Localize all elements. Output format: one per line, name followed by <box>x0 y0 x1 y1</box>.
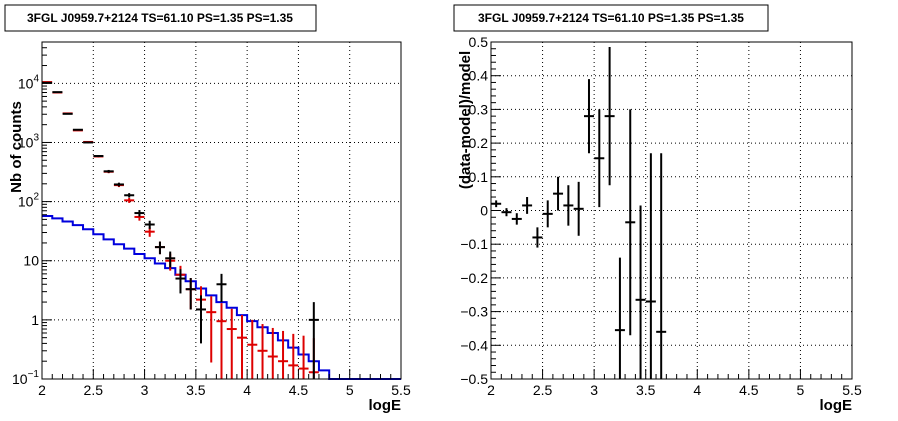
right-x-tick-label: 4 <box>693 382 701 398</box>
right-title-box <box>453 4 769 32</box>
left-red-point <box>144 227 155 237</box>
left-red-point <box>247 319 258 379</box>
left-x-tick-label: 5.5 <box>391 382 411 398</box>
right-axis-ticks <box>490 41 853 380</box>
right-y-tick-label: 0.4 <box>469 68 489 84</box>
right-black-point <box>583 79 594 154</box>
left-black-point <box>103 169 114 173</box>
right-y-tick-label: 0.3 <box>469 101 489 117</box>
right-x-tick-label: 3.5 <box>636 382 656 398</box>
right-y-tick-label: 0.1 <box>469 169 489 185</box>
right-x-tick-label: 3 <box>590 382 598 398</box>
left-red-point <box>216 303 227 379</box>
right-black-point <box>542 200 553 228</box>
left-black-point <box>52 91 63 94</box>
left-red-point <box>257 324 268 379</box>
left-title-box <box>4 4 317 32</box>
left-black-point <box>144 220 155 229</box>
left-y-tick-label: 10−1 <box>12 369 39 387</box>
right-black-point <box>604 47 615 186</box>
left-x-tick-label: 3.5 <box>186 382 206 398</box>
right-x-tick-label: 4.5 <box>739 382 759 398</box>
right-y-tick-labels: −0.5 −0.4 −0.3 −0.2 −0.1 0 0.1 0.2 0.3 0.4 0.5 <box>460 34 488 387</box>
right-black-point <box>511 213 522 225</box>
left-panel: 2 2.5 3 3.5 4 4.5 5 5.5 10−1 1 10 102 103 104 logE N… <box>4 4 411 414</box>
left-x-tick-label: 5 <box>346 382 354 398</box>
right-black-point <box>614 257 625 379</box>
left-y-axis-label: Nb of counts <box>8 101 25 193</box>
right-y-tick-label: −0.2 <box>460 270 488 286</box>
right-black-point <box>656 153 667 379</box>
left-black-point <box>62 112 73 115</box>
left-black-point <box>124 193 135 198</box>
left-y-tick-label: 102 <box>18 192 40 210</box>
left-black-point <box>195 295 206 344</box>
right-x-axis-label: logE <box>820 397 853 414</box>
left-black-point <box>72 128 83 131</box>
right-y-tick-label: 0 <box>480 203 488 219</box>
left-x-tick-label: 2 <box>38 382 46 398</box>
left-x-axis-label: logE <box>369 397 402 414</box>
right-x-tick-labels: 2 2.5 3 3.5 4 4.5 5 5.5 <box>487 382 862 398</box>
right-black-point <box>563 185 574 226</box>
right-black-point <box>594 109 605 208</box>
left-red-point <box>278 330 289 379</box>
left-red-point <box>298 335 309 379</box>
left-red-point <box>288 333 299 379</box>
right-x-tick-label: 5 <box>797 382 805 398</box>
left-x-tick-label: 4 <box>243 382 251 398</box>
left-black-point <box>113 182 124 187</box>
right-black-point <box>573 181 584 236</box>
left-x-tick-label: 4.5 <box>289 382 309 398</box>
left-black-point <box>308 302 319 379</box>
right-black-point <box>635 205 646 379</box>
right-x-tick-label: 2 <box>487 382 495 398</box>
right-x-tick-label: 5.5 <box>842 382 862 398</box>
right-black-series <box>491 47 667 379</box>
left-grid <box>42 42 401 379</box>
right-y-tick-label: −0.1 <box>460 236 488 252</box>
right-black-point <box>501 208 512 217</box>
left-red-point <box>237 314 248 379</box>
left-red-point <box>226 308 237 379</box>
left-x-tick-label: 3 <box>141 382 149 398</box>
left-y-tick-label: 10 <box>23 253 39 269</box>
right-black-point <box>553 176 564 211</box>
left-black-point <box>83 141 94 144</box>
left-red-point <box>124 198 135 203</box>
left-black-series <box>42 81 319 379</box>
left-black-point <box>93 154 104 158</box>
left-black-point <box>185 278 196 310</box>
right-x-tick-label: 2.5 <box>533 382 553 398</box>
right-y-tick-label: 0.2 <box>469 135 489 151</box>
right-y-axis-label: (data-model)/model <box>457 51 474 189</box>
right-panel: 2 2.5 3 3.5 4 4.5 5 5.5 −0.5 −0.4 −0.3 −0.2 −0.1 0 0.… <box>453 4 862 414</box>
left-x-tick-labels: 2 2.5 3 3.5 4 4.5 5 5.5 <box>38 382 411 398</box>
right-y-tick-label: −0.3 <box>460 304 488 320</box>
left-y-tick-label: 103 <box>18 132 40 150</box>
right-black-point <box>625 109 636 336</box>
left-black-point <box>154 241 165 255</box>
left-red-point <box>267 327 278 379</box>
left-black-point <box>134 210 145 217</box>
right-black-point <box>645 153 656 379</box>
left-black-point <box>175 269 186 294</box>
right-grid <box>491 42 852 379</box>
left-red-point <box>206 296 217 363</box>
left-x-tick-label: 2.5 <box>84 382 104 398</box>
right-black-point <box>532 227 543 248</box>
right-y-tick-label: −0.5 <box>460 371 488 387</box>
right-chart-title: 3FGL J0959.7+2124 TS=61.10 PS=1.35 PS=1.… <box>478 11 744 25</box>
left-axis-ticks <box>41 41 402 380</box>
left-black-point <box>165 251 176 268</box>
left-black-point <box>216 273 227 303</box>
right-black-point <box>522 197 533 214</box>
right-y-tick-label: −0.4 <box>460 337 488 353</box>
left-chart-title: 3FGL J0959.7+2124 TS=61.10 PS=1.35 PS=1.… <box>27 11 293 25</box>
left-y-tick-label: 1 <box>31 312 39 328</box>
right-y-tick-label: 0.5 <box>469 34 489 50</box>
left-y-tick-labels: 10−1 1 10 102 103 104 <box>12 73 39 387</box>
left-y-tick-label: 104 <box>18 73 40 91</box>
